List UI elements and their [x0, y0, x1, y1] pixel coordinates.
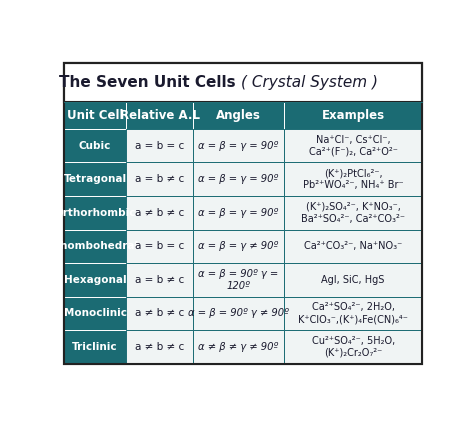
Text: AgI, SiC, HgS: AgI, SiC, HgS [321, 275, 385, 285]
Text: a ≠ b ≠ c: a ≠ b ≠ c [135, 308, 184, 319]
Text: Ca²⁺CO₃²⁻, Na⁺NO₃⁻: Ca²⁺CO₃²⁻, Na⁺NO₃⁻ [304, 242, 402, 251]
Text: Monoclinic: Monoclinic [64, 308, 127, 319]
Bar [284, 129, 422, 162]
Text: α = β = 90º γ ≠ 90º: α = β = 90º γ ≠ 90º [188, 308, 289, 319]
Bar [64, 162, 127, 196]
Text: Examples: Examples [322, 109, 385, 122]
Bar [284, 263, 422, 297]
Text: Relative A.L: Relative A.L [119, 109, 200, 122]
Bar [64, 230, 127, 263]
Text: Hexagonal: Hexagonal [64, 275, 127, 285]
Bar [127, 129, 193, 162]
Bar [284, 102, 422, 129]
Text: (K⁺)₂SO₄²⁻, K⁺NO₃⁻,
Ba²⁺SO₄²⁻, Ca²⁺CO₃²⁻: (K⁺)₂SO₄²⁻, K⁺NO₃⁻, Ba²⁺SO₄²⁻, Ca²⁺CO₃²⁻ [301, 202, 405, 224]
Bar [64, 102, 127, 129]
Bar [127, 330, 193, 364]
Bar [127, 297, 193, 330]
Bar [284, 297, 422, 330]
Bar [284, 330, 422, 364]
Bar [64, 297, 127, 330]
Text: α = β = γ ≠ 90º: α = β = γ ≠ 90º [198, 242, 279, 251]
Bar [193, 129, 284, 162]
Text: a = b ≠ c: a = b ≠ c [135, 275, 184, 285]
Bar [127, 230, 193, 263]
Text: Cubic: Cubic [79, 141, 111, 151]
Text: The Seven Unit Cells: The Seven Unit Cells [59, 75, 241, 90]
Bar [127, 162, 193, 196]
Text: a ≠ b ≠ c: a ≠ b ≠ c [135, 342, 184, 352]
Text: Ca²⁺SO₄²⁻, 2H₂O,
K⁺ClO₃⁻,(K⁺)₄Fe(CN)₆⁴⁻: Ca²⁺SO₄²⁻, 2H₂O, K⁺ClO₃⁻,(K⁺)₄Fe(CN)₆⁴⁻ [298, 302, 408, 324]
Bar [284, 196, 422, 230]
Text: α = β = γ = 90º: α = β = γ = 90º [198, 174, 279, 184]
Bar [193, 263, 284, 297]
Text: Unit Cell: Unit Cell [67, 109, 123, 122]
Bar [193, 297, 284, 330]
Bar [64, 63, 422, 102]
Bar [64, 330, 127, 364]
Text: α = β = γ = 90º: α = β = γ = 90º [198, 208, 279, 218]
Text: ( Crystal System ): ( Crystal System ) [241, 75, 378, 90]
Text: a ≠ b ≠ c: a ≠ b ≠ c [135, 208, 184, 218]
Bar [284, 162, 422, 196]
Text: a = b = c: a = b = c [135, 141, 184, 151]
Bar [64, 129, 127, 162]
Bar [193, 230, 284, 263]
Text: Rhombohedral: Rhombohedral [52, 242, 138, 251]
Bar [193, 162, 284, 196]
Text: α = β = γ = 90º: α = β = γ = 90º [198, 141, 279, 151]
Text: a = b = c: a = b = c [135, 242, 184, 251]
Text: Angles: Angles [216, 109, 261, 122]
Bar [64, 263, 127, 297]
Bar [127, 196, 193, 230]
Text: a = b ≠ c: a = b ≠ c [135, 174, 184, 184]
Text: α ≠ β ≠ γ ≠ 90º: α ≠ β ≠ γ ≠ 90º [198, 342, 279, 352]
Text: Triclinic: Triclinic [72, 342, 118, 352]
Bar [284, 230, 422, 263]
Text: α = β = 90º γ =
120º: α = β = 90º γ = 120º [198, 269, 279, 291]
Text: (K⁺)₂PtCI₆²⁻,
Pb²⁺WO₄²⁻, NH₄⁺ Br⁻: (K⁺)₂PtCI₆²⁻, Pb²⁺WO₄²⁻, NH₄⁺ Br⁻ [303, 168, 403, 190]
Bar [127, 263, 193, 297]
Bar [127, 102, 193, 129]
Bar [193, 102, 284, 129]
Bar [193, 330, 284, 364]
Text: Na⁺CI⁻, Cs⁺CI⁻,
Ca²⁺(F⁻)₂, Ca²⁺O²⁻: Na⁺CI⁻, Cs⁺CI⁻, Ca²⁺(F⁻)₂, Ca²⁺O²⁻ [309, 135, 398, 157]
Text: Orthorhombic: Orthorhombic [55, 208, 136, 218]
Bar [64, 196, 127, 230]
Text: Cu²⁺SO₄²⁻, 5H₂O,
(K⁺)₂Cr₂O₇²⁻: Cu²⁺SO₄²⁻, 5H₂O, (K⁺)₂Cr₂O₇²⁻ [311, 336, 395, 358]
Text: Tetragonal: Tetragonal [64, 174, 127, 184]
Bar [193, 196, 284, 230]
